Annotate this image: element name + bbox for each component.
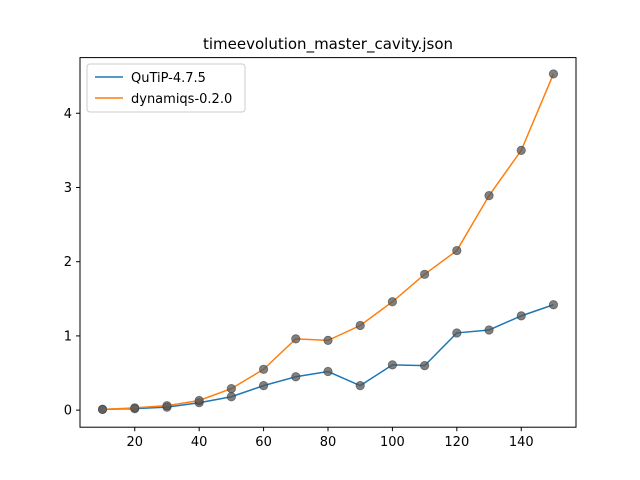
series-line-dynamiqs-0-2-0 [102,73,555,411]
legend: QuTiP-4.7.5 dynamiqs-0.2.0 [86,63,246,113]
data-point-qutip-4-7-5 [355,381,365,391]
data-point-dynamiqs-0-2-0 [516,145,526,155]
x-tick-label: 140 [509,435,534,450]
y-tick-label: 2 [64,255,72,270]
y-axis: 0 1 2 3 4 [64,107,80,419]
y-tick-label: 4 [64,107,72,122]
data-point-qutip-4-7-5 [258,381,269,391]
data-point-qutip-4-7-5 [291,372,301,382]
chart-title: timeevolution_master_cavity.json [203,35,453,54]
data-point-dynamiqs-0-2-0 [420,269,430,279]
x-tick-label: 40 [191,435,208,450]
data-point-dynamiqs-0-2-0 [194,395,204,406]
data-point-dynamiqs-0-2-0 [291,334,301,344]
data-point-dynamiqs-0-2-0 [452,245,462,256]
series-layer [97,69,559,414]
series-line-qutip-4-7-5 [102,304,554,411]
data-point-qutip-4-7-5 [420,360,430,371]
y-tick-label: 3 [64,181,72,196]
data-point-qutip-4-7-5 [226,392,236,402]
y-tick-label: 1 [64,329,72,344]
data-point-dynamiqs-0-2-0 [162,401,172,411]
data-point-qutip-4-7-5 [548,300,559,310]
data-point-dynamiqs-0-2-0 [387,297,398,307]
legend-label-dynamiqs: dynamiqs-0.2.0 [131,92,232,107]
x-tick-label: 20 [126,435,143,450]
data-point-qutip-4-7-5 [323,366,333,377]
y-tick-label: 0 [64,404,72,419]
data-point-dynamiqs-0-2-0 [548,69,559,79]
data-point-dynamiqs-0-2-0 [226,384,236,394]
x-tick-label: 80 [320,435,337,450]
data-point-dynamiqs-0-2-0 [323,335,333,345]
data-point-dynamiqs-0-2-0 [97,404,108,414]
legend-label-qutip: QuTiP-4.7.5 [131,71,206,86]
x-tick-label: 60 [255,435,272,450]
x-axis: 20 40 60 80 100 120 140 [126,427,534,450]
data-point-dynamiqs-0-2-0 [130,403,140,413]
data-point-dynamiqs-0-2-0 [258,364,269,374]
data-point-qutip-4-7-5 [387,360,398,370]
x-tick-label: 100 [380,435,405,450]
legend-box [86,63,246,113]
data-point-dynamiqs-0-2-0 [355,320,365,331]
x-tick-label: 120 [444,435,469,450]
data-point-qutip-4-7-5 [484,325,494,335]
data-point-qutip-4-7-5 [516,311,526,321]
data-point-qutip-4-7-5 [452,328,462,338]
data-point-dynamiqs-0-2-0 [484,191,494,201]
